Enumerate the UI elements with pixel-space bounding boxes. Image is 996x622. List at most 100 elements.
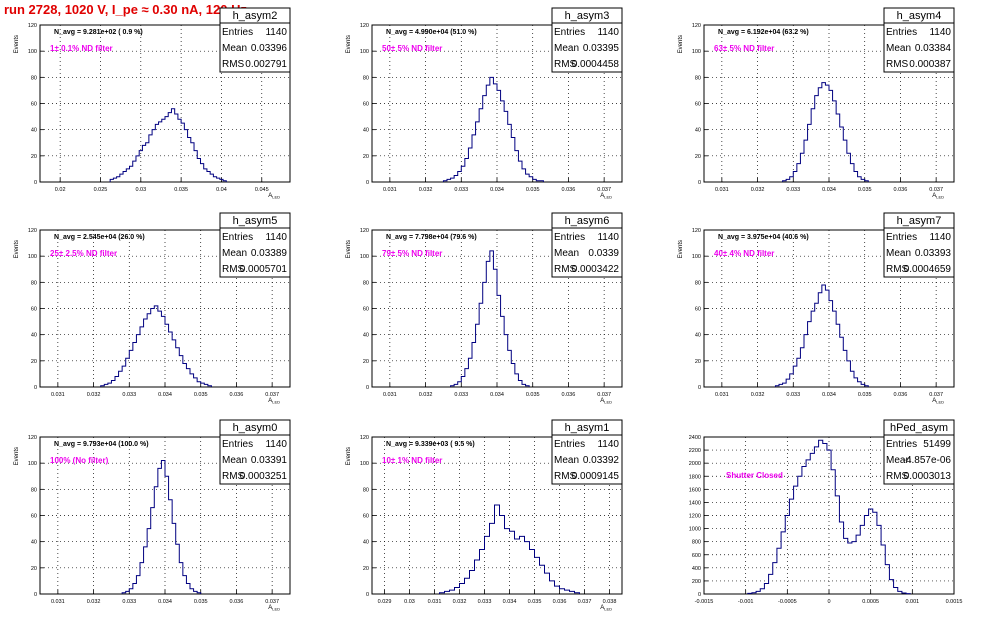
- y-tick-label: 120: [28, 435, 37, 441]
- y-tick-label: 0: [366, 385, 369, 391]
- y-tick-label: 80: [363, 280, 369, 286]
- y-tick-label: 120: [692, 23, 701, 29]
- x-tick-label: 0.037: [597, 187, 611, 193]
- histogram-name: h_asym0: [233, 422, 278, 434]
- x-tick-label: 0.037: [929, 187, 943, 193]
- y-tick-label: 100: [28, 49, 37, 55]
- stats-key: Mean: [222, 43, 247, 54]
- x-axis-title: ALED: [600, 605, 612, 612]
- navg-label: N_avg = 4.990e+04 (51.0 %): [386, 29, 477, 36]
- filter-label: 40± 4% ND filter: [714, 249, 774, 258]
- navg-label: N_avg = 9.339e+03 ( 9.5 %): [386, 441, 475, 448]
- histogram-name: h_asym2: [233, 10, 278, 22]
- y-tick-label: 0: [366, 180, 369, 186]
- filter-label: 63± 5% ND filter: [714, 44, 774, 53]
- stats-key: Mean: [886, 43, 911, 54]
- stats-value: 0.0339: [588, 248, 619, 259]
- stats-key: Entries: [554, 439, 585, 450]
- y-tick-label: 200: [692, 579, 701, 585]
- x-tick-label: 0.031: [715, 392, 729, 398]
- stats-key: RMS: [886, 264, 909, 275]
- x-tick-label: 0: [827, 599, 830, 605]
- y-tick-label: 20: [363, 359, 369, 365]
- navg-label: N_avg = 9.281e+02 ( 0.9 %): [54, 29, 143, 36]
- y-axis-title: Events: [346, 447, 352, 465]
- y-tick-label: 40: [31, 333, 37, 339]
- x-tick-label: 0.031: [51, 599, 65, 605]
- x-axis-subscript: LED: [272, 400, 280, 405]
- y-tick-label: 40: [695, 333, 701, 339]
- panel-hPed_asym: -0.0015 -0.001 -0.0005 0 0.0005 0.001 0.0015 0 2…: [689, 419, 962, 605]
- stats-value: 0.0003013: [904, 471, 952, 482]
- x-axis-subscript: LED: [604, 195, 612, 200]
- x-tick-label: 0.033: [122, 392, 136, 398]
- stats-value: 1140: [265, 27, 287, 38]
- stats-value: 0.0003251: [240, 471, 288, 482]
- histogram-name: h_asym6: [565, 215, 610, 227]
- y-tick-label: 60: [363, 102, 369, 108]
- y-tick-label: 60: [695, 307, 701, 313]
- panel-h_asym4: 0.031 0.032 0.033 0.034 0.035 0.036 0.037 0 20 40…: [678, 7, 955, 200]
- x-tick-label: -0.0015: [695, 599, 714, 605]
- y-tick-label: 100: [360, 49, 369, 55]
- stats-key: Entries: [886, 232, 917, 243]
- x-tick-label: 0.025: [94, 187, 108, 193]
- y-tick-label: 20: [31, 359, 37, 365]
- y-tick-label: 0: [34, 180, 37, 186]
- y-tick-label: 80: [31, 280, 37, 286]
- x-tick-label: 0.033: [122, 599, 136, 605]
- filter-label: 79± 5% ND filter: [382, 249, 442, 258]
- x-tick-label: 0.001: [905, 599, 919, 605]
- x-tick-label: 0.04: [216, 187, 227, 193]
- histogram-line-hPed_asym: [747, 439, 911, 595]
- stats-value: 0.0004659: [904, 264, 952, 275]
- y-tick-label: 0: [698, 180, 701, 186]
- x-tick-label: 0.032: [87, 599, 101, 605]
- x-axis-subscript: LED: [936, 400, 944, 405]
- y-tick-label: 20: [695, 359, 701, 365]
- panel-h_asym7: 0.031 0.032 0.033 0.034 0.035 0.036 0.037 0 20 40…: [678, 212, 955, 405]
- histogram-name: h_asym5: [233, 215, 278, 227]
- stats-key: Entries: [222, 439, 253, 450]
- x-axis-title: ALED: [268, 398, 280, 405]
- y-tick-label: 0: [34, 385, 37, 391]
- x-tick-label: 0.045: [255, 187, 269, 193]
- navg-label: N_avg = 7.798e+04 (79.6 %): [386, 234, 477, 241]
- stats-box: [219, 7, 291, 73]
- y-tick-label: 60: [31, 307, 37, 313]
- stats-key: Mean: [222, 248, 247, 259]
- x-tick-label: -0.001: [738, 599, 754, 605]
- y-tick-label: 2200: [689, 448, 701, 454]
- y-tick-label: 100: [692, 254, 701, 260]
- panel-h_asym6: 0.031 0.032 0.033 0.034 0.035 0.036 0.037 0 20 40…: [346, 212, 623, 405]
- y-tick-label: 120: [360, 435, 369, 441]
- x-tick-label: 0.038: [603, 599, 617, 605]
- stats-key: RMS: [222, 59, 245, 70]
- y-tick-label: 20: [695, 154, 701, 160]
- x-tick-label: 0.032: [419, 187, 433, 193]
- y-tick-label: 40: [363, 333, 369, 339]
- navg-label: N_avg = 2.545e+04 (26.0 %): [54, 234, 145, 241]
- filter-label: 50± 5% ND filter: [382, 44, 442, 53]
- x-tick-label: 0.032: [419, 392, 433, 398]
- stats-value: 1140: [597, 439, 619, 450]
- stats-key: RMS: [222, 264, 245, 275]
- y-tick-label: 20: [363, 566, 369, 572]
- y-tick-label: 0: [698, 385, 701, 391]
- stats-value: 0.03391: [251, 455, 288, 466]
- y-tick-label: 80: [363, 75, 369, 81]
- x-tick-label: 0.036: [553, 599, 567, 605]
- y-tick-label: 1800: [689, 474, 701, 480]
- stats-value: 1140: [929, 232, 951, 243]
- y-tick-label: 40: [31, 540, 37, 546]
- x-tick-label: 0.033: [786, 392, 800, 398]
- histogram-line-h_asym0: [121, 460, 202, 594]
- x-tick-label: 0.035: [528, 599, 542, 605]
- stats-key: Entries: [554, 27, 585, 38]
- stats-key: Mean: [554, 248, 579, 259]
- x-tick-label: 0.0005: [862, 599, 879, 605]
- y-tick-label: 1600: [689, 487, 701, 493]
- y-tick-label: 40: [363, 540, 369, 546]
- y-tick-label: 80: [31, 487, 37, 493]
- x-axis-subscript: LED: [272, 195, 280, 200]
